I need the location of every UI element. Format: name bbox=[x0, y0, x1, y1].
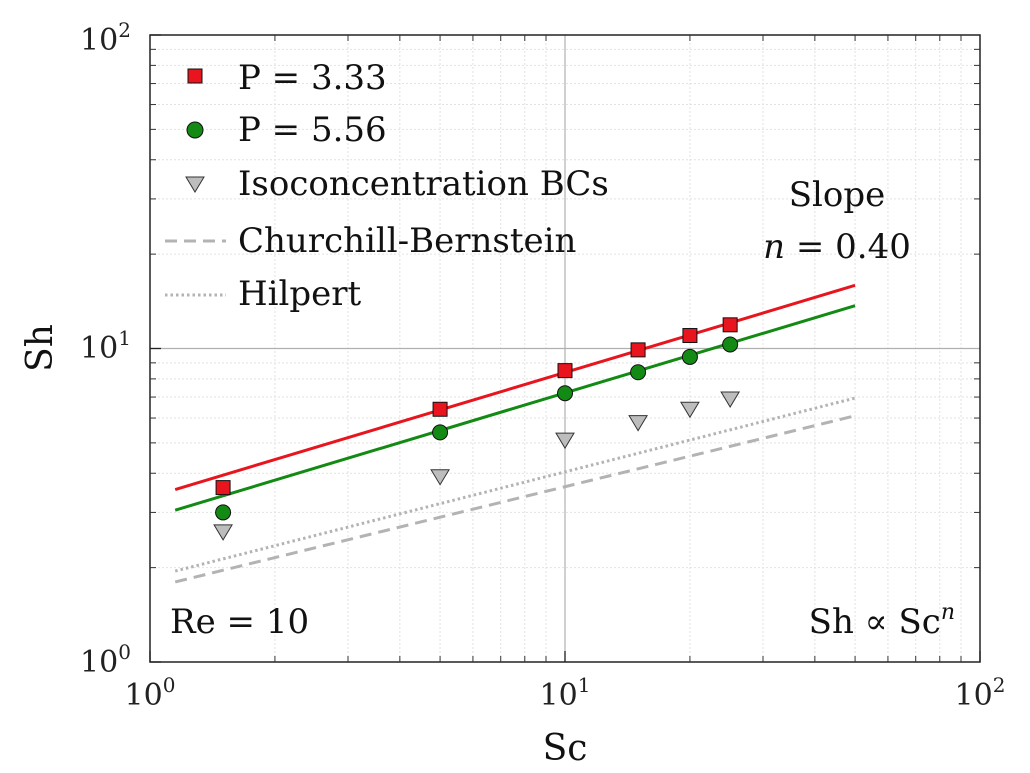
legend-item-p556: P = 5.56 bbox=[186, 110, 387, 150]
legend-marker-square bbox=[187, 68, 203, 84]
relation-label: Sh ∝ Scn bbox=[809, 600, 955, 642]
series-lines bbox=[174, 283, 856, 584]
data-point-circle bbox=[557, 385, 573, 402]
data-point-triangle bbox=[720, 391, 741, 408]
data-point-square bbox=[432, 401, 448, 417]
slope-value: n = 0.40 bbox=[763, 227, 911, 267]
legend-marker-circle bbox=[186, 121, 204, 139]
slope-title: Slope bbox=[789, 175, 886, 215]
data-point-triangle bbox=[430, 469, 450, 486]
series-line-6 bbox=[174, 304, 856, 512]
data-point-triangle bbox=[680, 401, 700, 419]
data-point-triangle bbox=[213, 524, 233, 541]
y-tick-labels: 100 101 102 bbox=[80, 18, 131, 680]
legend-item-churchill-bernstein: Churchill-Bernstein bbox=[165, 221, 576, 261]
legend-label-isoconcentration: Isoconcentration BCs bbox=[238, 164, 609, 204]
data-point-circle bbox=[722, 336, 739, 353]
series-markers bbox=[213, 317, 741, 541]
data-point-square bbox=[630, 342, 646, 358]
y-tick-label-10: 101 bbox=[80, 326, 131, 366]
x-axis-label: Sc bbox=[543, 728, 588, 769]
data-point-square bbox=[557, 363, 573, 379]
major-grid bbox=[150, 35, 980, 662]
legend-label-p556: P = 5.56 bbox=[238, 110, 387, 150]
series-line-5 bbox=[174, 283, 856, 491]
y-tick-label-100: 102 bbox=[80, 18, 131, 58]
data-point-triangle bbox=[555, 432, 575, 450]
x-tick-label-100: 102 bbox=[955, 673, 1006, 713]
annotations: Slope n = 0.40 Re = 10 Sh ∝ Scn bbox=[170, 175, 955, 642]
series-line-3 bbox=[174, 414, 856, 584]
axis-ticks bbox=[149, 34, 981, 663]
legend-item-hilpert: Hilpert bbox=[165, 274, 362, 314]
reynolds-label: Re = 10 bbox=[170, 602, 309, 642]
data-point-square bbox=[215, 480, 231, 496]
data-point-square bbox=[682, 328, 698, 344]
legend-item-p333: P = 3.33 bbox=[187, 58, 387, 98]
legend-label-p333: P = 3.33 bbox=[238, 58, 387, 98]
x-tick-label-10: 101 bbox=[540, 673, 591, 713]
data-point-circle bbox=[630, 364, 647, 381]
y-axis-label: Sh bbox=[20, 324, 61, 372]
y-tick-label-1: 100 bbox=[80, 640, 131, 680]
x-tick-labels: 100 101 102 bbox=[125, 673, 1006, 713]
data-point-circle bbox=[215, 504, 232, 521]
data-point-circle bbox=[681, 348, 698, 365]
legend-item-isoconcentration: Isoconcentration BCs bbox=[185, 164, 609, 204]
series-line-4 bbox=[174, 396, 856, 573]
legend-marker-triangle bbox=[185, 176, 205, 193]
data-point-circle bbox=[432, 424, 449, 441]
legend: P = 3.33 P = 5.56 Isoconcentration BCs C… bbox=[165, 58, 609, 314]
data-point-triangle bbox=[628, 415, 648, 432]
legend-label-churchill-bernstein: Churchill-Bernstein bbox=[238, 221, 576, 261]
x-tick-label-1: 100 bbox=[125, 673, 176, 713]
data-point-square bbox=[722, 317, 738, 333]
legend-label-hilpert: Hilpert bbox=[238, 274, 362, 314]
